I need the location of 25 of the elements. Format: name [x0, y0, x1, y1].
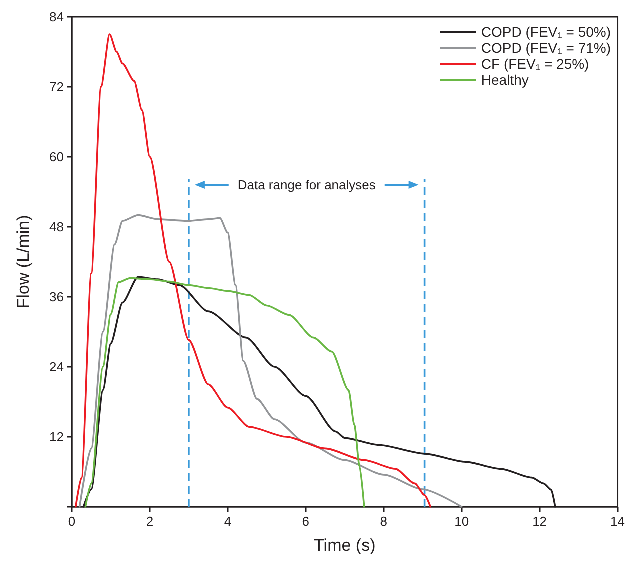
legend-label: COPD (FEV₁ = 71%)	[481, 40, 612, 56]
line-series	[78, 214, 463, 508]
line-series	[84, 277, 366, 508]
x-tick-label: 6	[302, 514, 310, 529]
line-series	[75, 34, 432, 508]
annotation: Data range for analyses	[238, 178, 376, 192]
y-tick-label: 48	[50, 220, 64, 234]
x-tick-label: 2	[146, 514, 154, 529]
x-axis-title: Time (s)	[314, 536, 376, 555]
y-tick-label: 12	[50, 430, 64, 444]
legend-label: CF (FEV₁ = 25%)	[481, 56, 590, 72]
x-tick-label: 4	[224, 514, 232, 529]
x-tick-label: 0	[68, 514, 76, 529]
legend-label: COPD (FEV₁ = 50%)	[481, 24, 612, 40]
y-tick-label: 72	[50, 80, 64, 94]
legend-label: Healthy	[481, 72, 529, 88]
y-tick-label: 60	[50, 150, 64, 164]
x-tick-label: 10	[454, 514, 470, 529]
x-tick-label: 12	[532, 514, 548, 529]
y-tick-label: 24	[50, 360, 64, 374]
x-tick-label: 8	[380, 514, 388, 529]
y-tick-label: 36	[50, 290, 64, 304]
y-tick-label: 84	[50, 10, 64, 24]
x-tick-label: 14	[610, 514, 626, 529]
y-axis-title: Flow (L/min)	[14, 215, 33, 309]
